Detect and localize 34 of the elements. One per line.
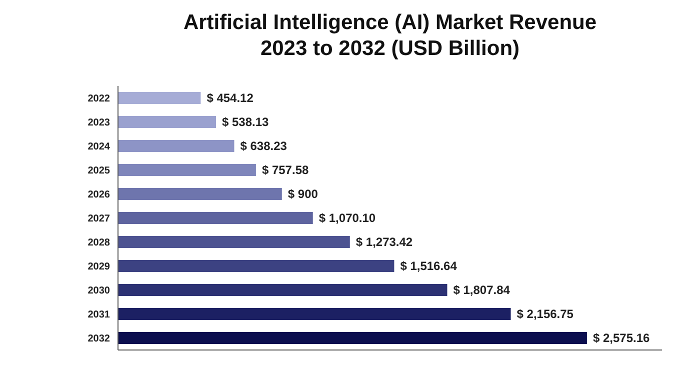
bar bbox=[118, 260, 394, 272]
y-tick-label: 2026 bbox=[88, 190, 110, 201]
y-tick-label: 2028 bbox=[88, 238, 110, 249]
bar bbox=[118, 92, 201, 104]
data-label: $ 1,070.10 bbox=[318, 211, 376, 225]
bar bbox=[118, 236, 350, 248]
bar bbox=[118, 164, 256, 176]
y-tick-label: 2024 bbox=[88, 142, 110, 153]
y-tick-label: 2030 bbox=[88, 286, 110, 297]
bar bbox=[118, 116, 216, 128]
y-tick-label: 2029 bbox=[88, 262, 110, 273]
data-label: $ 1,516.64 bbox=[400, 259, 458, 273]
bar bbox=[118, 188, 282, 200]
bar bbox=[118, 212, 313, 224]
data-label: $ 900 bbox=[288, 187, 318, 201]
data-label: $ 638.23 bbox=[240, 139, 288, 153]
y-tick-label: 2022 bbox=[88, 94, 110, 105]
y-tick-label: 2027 bbox=[88, 214, 110, 225]
y-tick-label: 2031 bbox=[88, 310, 110, 321]
data-label: $ 538.13 bbox=[222, 115, 270, 129]
bar bbox=[118, 284, 448, 296]
y-tick-label: 2025 bbox=[88, 166, 110, 177]
chart-title: Artificial Intelligence (AI) Market Revenue 2023 to 2032 (USD Billion) bbox=[182, 10, 598, 62]
data-label: $ 1,807.84 bbox=[453, 283, 510, 297]
data-label: $ 2,156.75 bbox=[516, 307, 574, 321]
bar bbox=[118, 308, 511, 320]
bar bbox=[118, 140, 234, 152]
data-label: $ 2,575.16 bbox=[592, 331, 650, 345]
data-label: $ 757.58 bbox=[262, 163, 309, 177]
data-label: $ 454.12 bbox=[206, 91, 254, 105]
data-label: $ 1,273.42 bbox=[356, 235, 413, 249]
y-tick-label: 2023 bbox=[88, 118, 110, 129]
y-tick-label: 2032 bbox=[88, 334, 110, 345]
bar bbox=[118, 332, 587, 344]
